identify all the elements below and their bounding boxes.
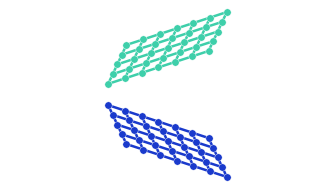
Point bbox=[124, 43, 129, 46]
Point bbox=[215, 156, 220, 159]
Point bbox=[203, 26, 208, 29]
Point bbox=[139, 115, 144, 118]
Point bbox=[198, 150, 204, 153]
Point bbox=[110, 113, 116, 116]
Point bbox=[143, 124, 149, 127]
Point bbox=[165, 46, 170, 50]
Point bbox=[136, 48, 141, 51]
Point bbox=[207, 170, 213, 173]
Point bbox=[153, 144, 158, 147]
Point bbox=[160, 56, 165, 59]
Point bbox=[106, 82, 111, 85]
Point bbox=[148, 52, 153, 55]
Point bbox=[127, 67, 132, 70]
Point bbox=[156, 66, 161, 69]
Point bbox=[170, 37, 175, 40]
Point bbox=[157, 33, 162, 36]
Point bbox=[174, 27, 179, 30]
Point bbox=[207, 16, 213, 19]
Point bbox=[194, 45, 199, 48]
Point bbox=[124, 143, 129, 146]
Point bbox=[198, 36, 204, 39]
Point bbox=[127, 119, 132, 122]
Point bbox=[206, 50, 211, 53]
Point bbox=[156, 120, 161, 123]
Point bbox=[139, 71, 144, 74]
Point bbox=[136, 138, 141, 141]
Point bbox=[177, 51, 182, 54]
Point bbox=[115, 63, 120, 66]
Point bbox=[170, 149, 175, 152]
Point bbox=[122, 109, 128, 112]
Point bbox=[219, 166, 225, 169]
Point bbox=[140, 148, 146, 151]
Point bbox=[160, 130, 165, 133]
Point bbox=[182, 41, 187, 44]
Point bbox=[224, 175, 229, 178]
Point bbox=[157, 153, 162, 156]
Point bbox=[194, 141, 199, 144]
Point bbox=[210, 146, 216, 149]
Point bbox=[186, 31, 192, 34]
Point bbox=[140, 38, 146, 41]
Point bbox=[224, 11, 229, 14]
Point bbox=[131, 57, 137, 60]
Point bbox=[186, 155, 192, 158]
Point bbox=[106, 104, 111, 107]
Point bbox=[153, 42, 158, 45]
Point bbox=[131, 129, 137, 132]
Point bbox=[165, 139, 170, 143]
Point bbox=[203, 160, 208, 163]
Point bbox=[148, 134, 153, 137]
Point bbox=[115, 123, 120, 126]
Point bbox=[191, 22, 196, 25]
Point bbox=[173, 125, 178, 129]
Point bbox=[189, 55, 195, 58]
Point bbox=[191, 164, 196, 167]
Point bbox=[189, 131, 195, 134]
Point bbox=[119, 133, 125, 136]
Point bbox=[173, 60, 178, 64]
Point bbox=[174, 159, 179, 162]
Point bbox=[110, 73, 116, 76]
Point bbox=[182, 145, 187, 148]
Point bbox=[119, 53, 125, 56]
Point bbox=[206, 136, 211, 139]
Point bbox=[215, 30, 220, 33]
Point bbox=[143, 62, 149, 65]
Point bbox=[122, 77, 128, 80]
Point bbox=[177, 135, 182, 138]
Point bbox=[219, 20, 225, 23]
Point bbox=[210, 40, 216, 43]
